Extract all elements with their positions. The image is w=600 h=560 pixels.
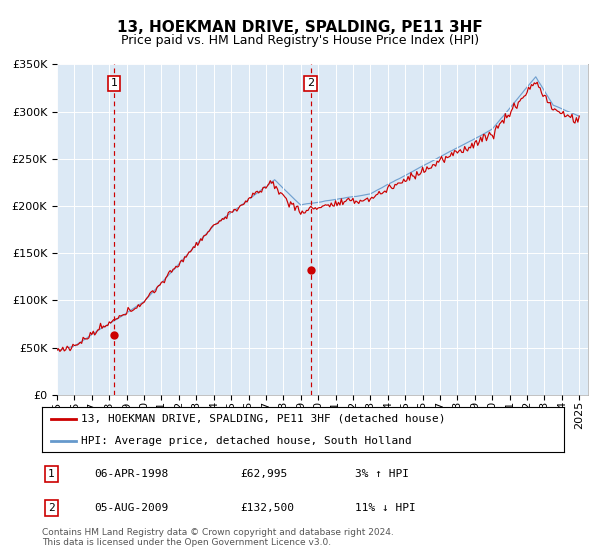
Text: 11% ↓ HPI: 11% ↓ HPI [355,503,416,513]
Text: 1: 1 [48,469,55,479]
Text: £62,995: £62,995 [241,469,287,479]
Text: 2: 2 [307,78,314,88]
Text: 05-AUG-2009: 05-AUG-2009 [94,503,169,513]
Text: 3% ↑ HPI: 3% ↑ HPI [355,469,409,479]
Text: Contains HM Land Registry data © Crown copyright and database right 2024.
This d: Contains HM Land Registry data © Crown c… [42,528,394,547]
Text: 2: 2 [48,503,55,513]
Text: 13, HOEKMAN DRIVE, SPALDING, PE11 3HF (detached house): 13, HOEKMAN DRIVE, SPALDING, PE11 3HF (d… [81,414,446,424]
Text: 06-APR-1998: 06-APR-1998 [94,469,169,479]
Text: £132,500: £132,500 [241,503,295,513]
Text: HPI: Average price, detached house, South Holland: HPI: Average price, detached house, Sout… [81,436,412,446]
Text: Price paid vs. HM Land Registry's House Price Index (HPI): Price paid vs. HM Land Registry's House … [121,34,479,46]
Text: 1: 1 [110,78,118,88]
Text: 13, HOEKMAN DRIVE, SPALDING, PE11 3HF: 13, HOEKMAN DRIVE, SPALDING, PE11 3HF [117,20,483,35]
